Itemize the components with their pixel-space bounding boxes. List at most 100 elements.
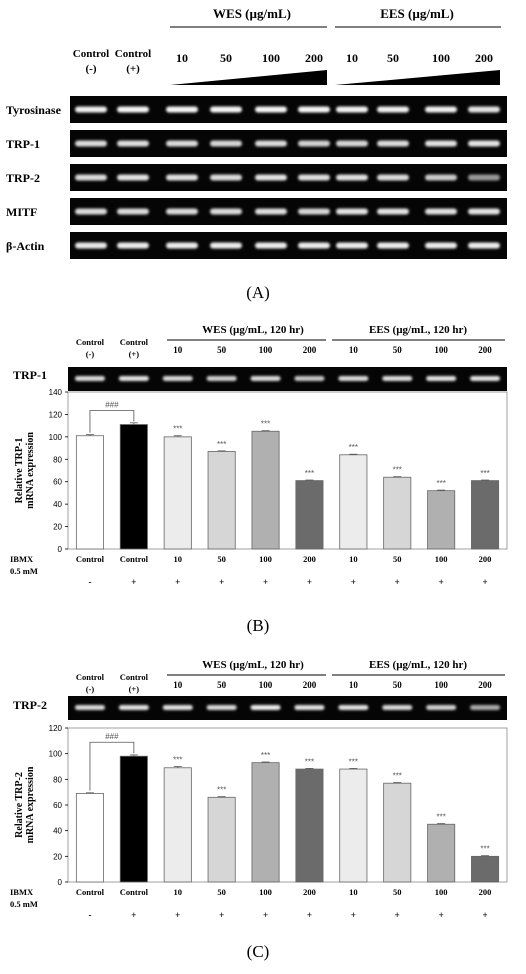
significance-bracket xyxy=(89,741,135,791)
column-header-9: 200 xyxy=(475,51,493,65)
gel-band-4 xyxy=(250,376,281,381)
gel-band-9 xyxy=(470,705,501,710)
ibmx-sign-8: + xyxy=(439,577,444,587)
y-tick-label-6: 120 xyxy=(49,410,63,419)
panel-a-column-headers: Control (-) Control (+) 10 50 100 200 10 50 100 200 xyxy=(73,48,493,75)
ees-dose-triangle xyxy=(335,70,500,85)
column-header-2: 10 xyxy=(173,680,183,690)
y-tick-label-2: 40 xyxy=(53,500,62,509)
column-header-2: 10 xyxy=(173,345,183,355)
panel-c: WES (µg/mL, 120 hr) EES (µg/mL, 120 hr) … xyxy=(10,659,508,961)
ibmx-sign-0: - xyxy=(88,910,91,920)
bar-8 xyxy=(427,823,456,883)
wes-group-label-b: WES (µg/mL, 120 hr) xyxy=(202,324,304,336)
gel-band-3 xyxy=(206,705,237,710)
y-axis-label: Relative TRP-1mRNA expression xyxy=(14,432,36,509)
ibmx-sign-9: + xyxy=(482,910,487,920)
gel-band-4-8 xyxy=(425,242,457,249)
significance-9: *** xyxy=(480,845,489,854)
significance-3: *** xyxy=(217,440,226,449)
x-category-4: 100 xyxy=(259,554,272,564)
y-tick-label-3: 60 xyxy=(53,801,62,810)
x-category-8: 100 xyxy=(435,887,448,897)
gel-band-4-7 xyxy=(377,242,409,249)
significance-bracket xyxy=(89,410,135,433)
x-category-4: 100 xyxy=(259,887,272,897)
y-tick-label-5: 100 xyxy=(49,750,63,759)
ibmx-sign-3: + xyxy=(219,910,224,920)
wes-dose-triangle xyxy=(170,70,327,85)
x-category-1: Control xyxy=(120,887,149,897)
x-category-3: 50 xyxy=(217,554,226,564)
column-header-6: 10 xyxy=(346,51,358,65)
trp2-gene-label-c: TRP-2 xyxy=(13,698,47,712)
y-tick-label-7: 140 xyxy=(49,388,63,397)
gel-band-0-2 xyxy=(166,106,198,113)
ees-group-label-c: EES (µg/mL, 120 hr) xyxy=(369,659,467,671)
gene-label-1: TRP-1 xyxy=(6,137,40,151)
gel-band-3-3 xyxy=(210,208,242,215)
y-axis-label: Relative TRP-2mRNA expression xyxy=(14,766,36,843)
plot-frame xyxy=(67,391,508,550)
column-header-9: 200 xyxy=(478,680,492,690)
ibmx-sign-1: + xyxy=(131,577,136,587)
bar-3 xyxy=(207,451,236,550)
gel-band-2-3 xyxy=(210,174,242,181)
gel-band-3-9 xyxy=(468,208,500,215)
x-category-0: Control xyxy=(76,554,105,564)
y-axis-label-line-0: Relative TRP-1 xyxy=(14,438,25,504)
y-tick-label-1: 20 xyxy=(53,523,62,532)
gel-band-3-4 xyxy=(255,208,287,215)
gel-band-6 xyxy=(338,705,369,710)
column-header-4: 100 xyxy=(262,51,280,65)
bar-0 xyxy=(75,793,104,883)
gel-band-3-8 xyxy=(425,208,457,215)
panel-a-gels: Tyrosinase TRP-1 TRP-2 MITF β-Actin xyxy=(6,96,507,259)
ibmx-sign-4: + xyxy=(263,910,268,920)
y-tick-label-5: 100 xyxy=(49,433,63,442)
gel-band-2-8 xyxy=(425,174,457,181)
column-header-7: 50 xyxy=(393,680,403,690)
ibmx-sign-6: + xyxy=(351,910,356,920)
gel-band-4-0 xyxy=(75,242,107,249)
column-header-8: 100 xyxy=(432,51,450,65)
x-category-7: 50 xyxy=(393,887,402,897)
bar-2 xyxy=(163,767,192,883)
ibmx-sign-0: - xyxy=(88,577,91,587)
gel-band-9 xyxy=(470,376,501,381)
bar-4 xyxy=(251,430,280,550)
panel-b-gel xyxy=(68,367,507,391)
gel-band-1-3 xyxy=(210,140,242,147)
significance-3: *** xyxy=(217,786,226,795)
trp2-bar-chart: 0 20 40 60 80 100 120 Relative TRP-2mRNA expres… xyxy=(10,724,508,920)
gel-band-3-1 xyxy=(117,208,149,215)
gel-band-3-6 xyxy=(336,208,368,215)
bar-9 xyxy=(471,855,500,883)
trp1-bar-chart: 0 20 40 60 80 100 120 140 Relative TRP-1mRNA exp… xyxy=(10,388,508,587)
gel-band-3-5 xyxy=(298,208,330,215)
gel-band-8 xyxy=(426,376,457,381)
gel-band-4-9 xyxy=(468,242,500,249)
x-category-3: 50 xyxy=(217,887,226,897)
gel-band-4-5 xyxy=(298,242,330,249)
gel-band-2 xyxy=(162,705,193,710)
gel-band-4-2 xyxy=(166,242,198,249)
bar-8 xyxy=(427,490,456,550)
y-tick-label-2: 40 xyxy=(53,827,62,836)
panel-a: WES (µg/mL) EES (µg/mL) Control(-)Contro… xyxy=(6,6,507,302)
column-header-sub-0: (-) xyxy=(86,63,97,75)
significance-2: *** xyxy=(173,756,182,765)
y-tick-label-1: 20 xyxy=(53,852,62,861)
bar-0 xyxy=(75,435,104,550)
x-category-6: 10 xyxy=(349,554,358,564)
gene-label-4: β-Actin xyxy=(6,239,45,253)
gel-band-2 xyxy=(162,376,193,381)
panel-b-label: (B) xyxy=(247,616,270,635)
column-header-sub-1: (+) xyxy=(126,63,140,75)
gel-band-2-4 xyxy=(255,174,287,181)
ibmx-concentration: 0.5 mM xyxy=(10,566,38,576)
x-category-5: 200 xyxy=(303,887,316,897)
bar-5 xyxy=(295,768,324,883)
ibmx-sign-2: + xyxy=(175,910,180,920)
gel-band-0-4 xyxy=(255,106,287,113)
